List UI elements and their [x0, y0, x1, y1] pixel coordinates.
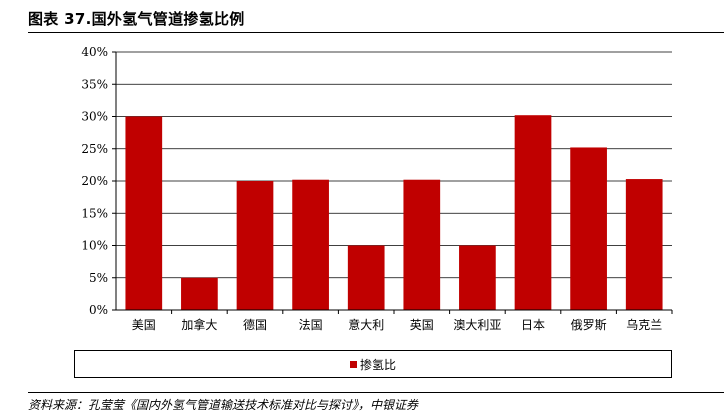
chart-figure-title: 图表 37.国外氢气管道掺氢比例 [28, 10, 245, 28]
x-tick-label: 俄罗斯 [571, 318, 607, 332]
y-tick-label: 5% [89, 271, 108, 285]
bar-3 [292, 179, 329, 310]
axis-layer: 0% 5% 10% 15% 20% 25% 30% 35% 40% 美国 加拿大 德国 法国 意大利 英国 澳… [81, 45, 673, 332]
x-tick-label: 德国 [243, 317, 267, 332]
y-tick-label: 25% [81, 142, 108, 156]
x-tick-label: 澳大利亚 [453, 318, 501, 332]
x-tick-label: 加拿大 [181, 317, 217, 332]
x-tick-label: 日本 [521, 318, 545, 332]
source-note: 资料来源：孔莹莹《国内外氢气管道输送技术标准对比与探讨》，中银证券 [28, 398, 419, 412]
y-tick-label: 15% [81, 206, 108, 220]
y-tick-label: 0% [89, 303, 108, 317]
x-tick-label: 乌克兰 [626, 317, 662, 332]
legend-label: 掺氢比 [359, 357, 396, 372]
grid-layer [116, 51, 672, 279]
source-divider [28, 392, 724, 393]
bar-2 [236, 181, 274, 310]
legend-swatch [349, 360, 357, 368]
bar-0 [125, 116, 163, 310]
y-tick-label: 35% [81, 77, 108, 91]
y-tick-label: 40% [81, 45, 108, 59]
bar-7 [514, 115, 552, 311]
chart-legend: 掺氢比 [74, 350, 672, 378]
chart-area: 0% 5% 10% 15% 20% 25% 30% 35% 40% 美国 加拿大 德国 法国 意大利 英国 澳… [28, 36, 724, 388]
y-tick-label: 10% [81, 239, 108, 253]
x-tick-label: 法国 [299, 318, 323, 332]
bar-4 [347, 245, 385, 310]
bar-6 [459, 245, 496, 310]
bar-chart: 0% 5% 10% 15% 20% 25% 30% 35% 40% 美国 加拿大 德国 法国 意大利 英国 澳… [81, 45, 673, 332]
x-tick-label: 美国 [132, 318, 156, 332]
x-tick-label: 意大利 [348, 317, 384, 332]
bar-9 [625, 179, 663, 310]
bar-8 [570, 147, 607, 310]
y-tick-label: 20% [81, 174, 108, 188]
bar-layer [125, 115, 663, 311]
title-divider [28, 32, 724, 33]
bar-1 [181, 277, 218, 310]
bar-5 [403, 179, 441, 310]
x-tick-label: 英国 [410, 318, 434, 332]
y-tick-label: 30% [81, 110, 108, 124]
